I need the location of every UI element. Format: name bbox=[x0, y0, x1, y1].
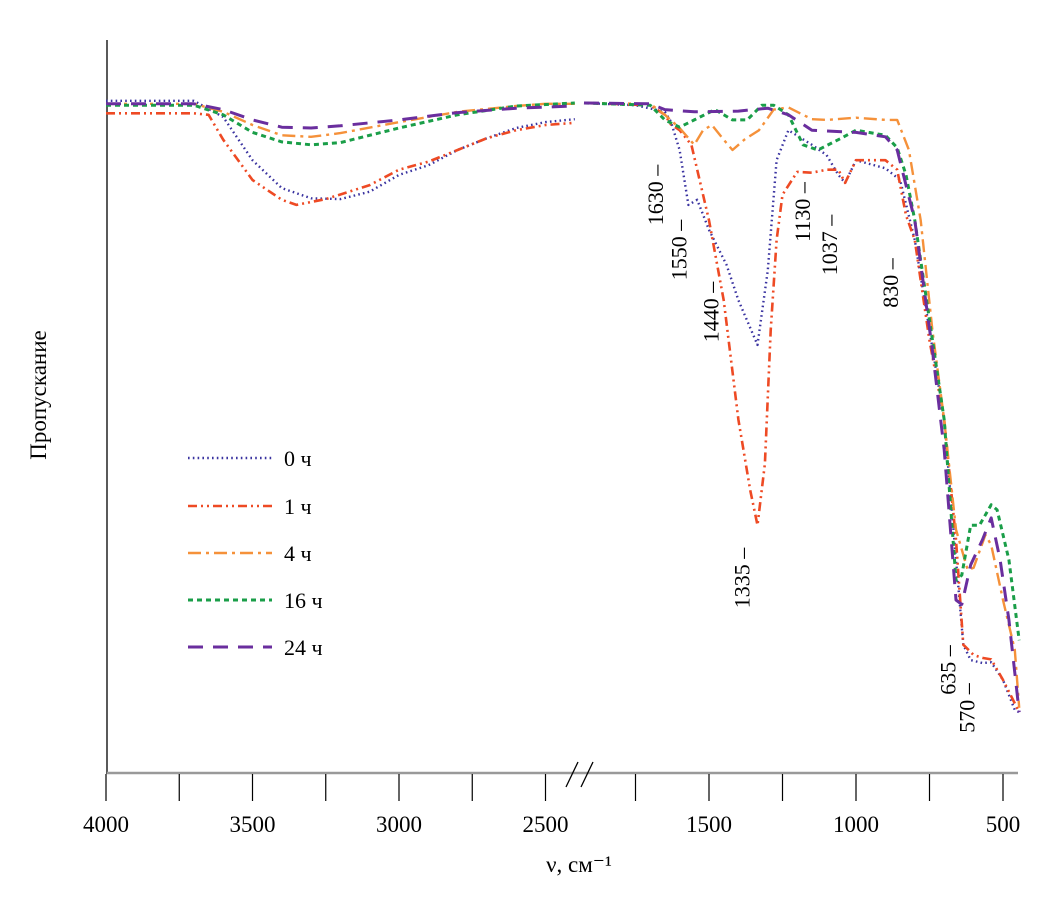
x-ticks: 4000 3500 3000 2500 1500 1000 500 bbox=[83, 774, 1020, 837]
x-tick-label: 1500 bbox=[686, 812, 732, 837]
peak-label-1335: 1335 – bbox=[730, 547, 755, 609]
peak-label-1630: 1630 – bbox=[643, 164, 668, 226]
peak-label-830: 830 – bbox=[878, 257, 903, 308]
x-tick-label: 3000 bbox=[376, 812, 422, 837]
series-group bbox=[106, 99, 1021, 714]
x-axis-title: ν, см⁻¹ bbox=[546, 852, 612, 877]
peak-label-635: 635 – bbox=[935, 644, 960, 695]
series-line-4h-seg1 bbox=[583, 101, 1021, 708]
series-line-1h-seg1 bbox=[583, 101, 1021, 713]
legend-item: 0 ч bbox=[188, 446, 312, 471]
peak-label-1130: 1130 – bbox=[790, 181, 815, 242]
legend-item: 4 ч bbox=[188, 541, 312, 566]
legend-label: 1 ч bbox=[284, 494, 312, 519]
legend: 0 ч 1 ч 4 ч 16 ч 24 ч bbox=[188, 446, 323, 660]
series-line-0h-seg1 bbox=[583, 101, 1020, 714]
legend-label: 24 ч bbox=[284, 635, 323, 660]
series-line-24h-seg0 bbox=[106, 102, 575, 130]
legend-label: 16 ч bbox=[284, 588, 323, 613]
peak-annotations: 1630 –1550 – 1440 – 1335 – 1130 –1037 – 830 … bbox=[643, 164, 980, 733]
series-line-1h-seg0 bbox=[106, 112, 575, 207]
x-tick-label: 2500 bbox=[523, 812, 569, 837]
series-line-24h-seg1 bbox=[583, 101, 1021, 713]
x-tick-label: 3500 bbox=[230, 812, 276, 837]
peak-label-1550: 1550 – bbox=[666, 219, 691, 281]
x-tick-label: 1000 bbox=[833, 812, 879, 837]
series-line-0h-seg0 bbox=[106, 99, 575, 201]
axes bbox=[106, 40, 1018, 788]
legend-item: 1 ч bbox=[188, 494, 312, 519]
legend-item: 16 ч bbox=[188, 588, 323, 613]
peak-label-1037: 1037 – bbox=[817, 214, 842, 276]
x-tick-label: 500 bbox=[986, 812, 1021, 837]
axis-break-marks bbox=[565, 761, 594, 788]
legend-label: 0 ч bbox=[284, 446, 312, 471]
x-tick-label: 4000 bbox=[83, 812, 129, 837]
legend-item: 24 ч bbox=[188, 635, 323, 660]
legend-label: 4 ч bbox=[284, 541, 312, 566]
peak-label-570: 570 – bbox=[954, 682, 979, 733]
y-axis-title: Пропускание bbox=[26, 330, 51, 460]
peak-label-1440: 1440 – bbox=[699, 281, 724, 343]
